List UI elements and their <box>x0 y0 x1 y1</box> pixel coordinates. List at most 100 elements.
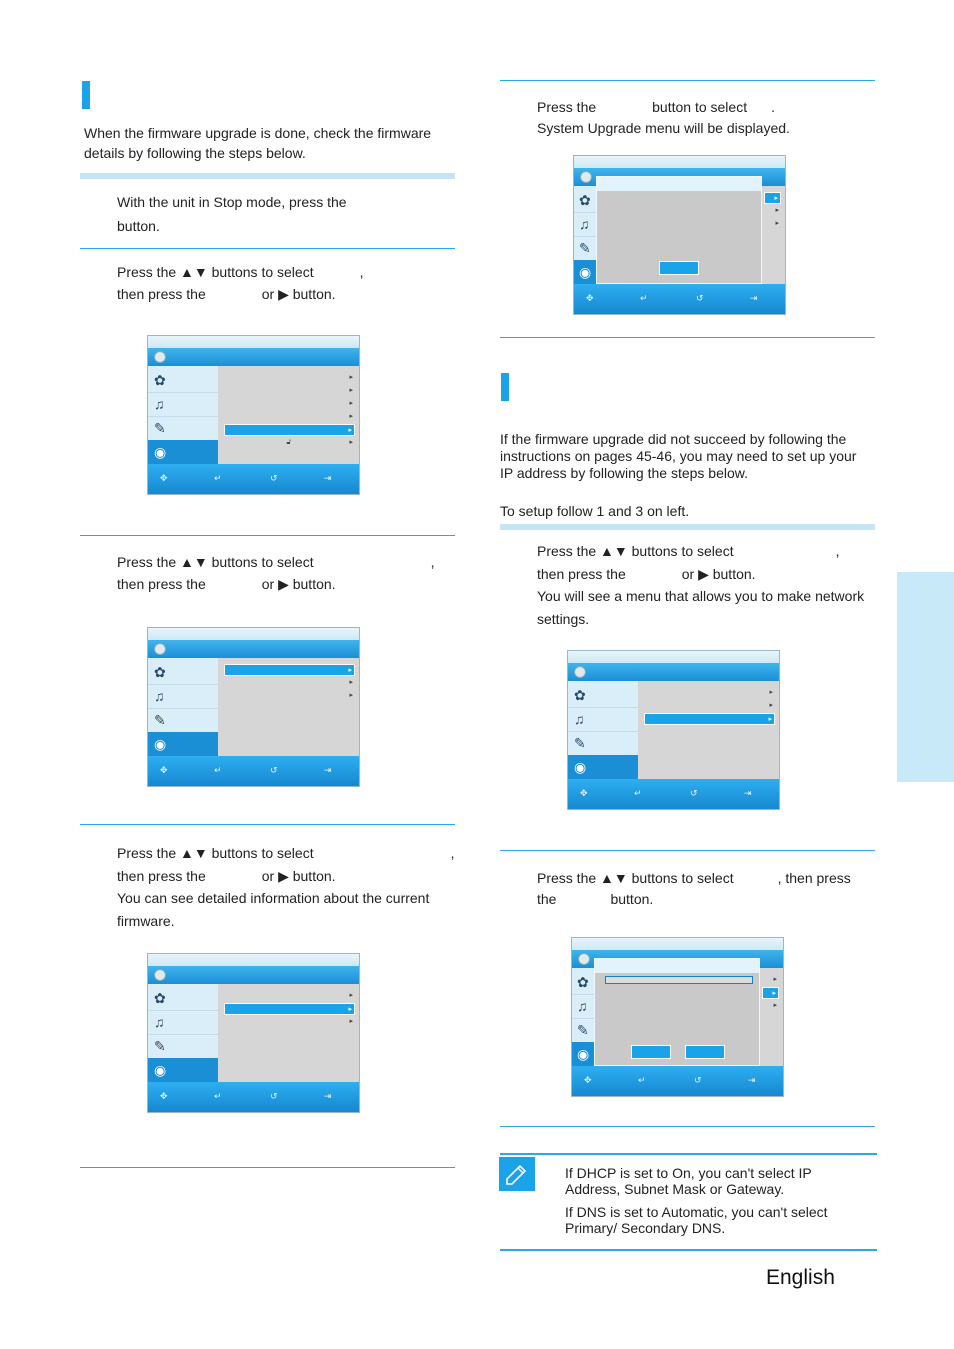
step-b-text-c: the <box>537 891 557 907</box>
note-line-4: Primary/ Secondary DNS. <box>565 1220 726 1236</box>
menu-screenshot-upgrade: ✿ ♫ ✎ ◉ ▸ ▸ ▸ ✥ ↵ ↺ ⇥ <box>573 155 786 315</box>
step-b-text-a: Press the ▲▼ buttons to select <box>537 870 734 886</box>
menu-screenshot-network: ✿ ♫ ✎ ◉ ▸ ▸ ▸ ✥ ↵ ↺ ⇥ <box>567 650 780 810</box>
photo-icon: ✎ <box>154 1038 166 1054</box>
step-4-line-3: You can see detailed information about t… <box>117 890 430 906</box>
film-icon: ✿ <box>154 372 166 388</box>
step-3: Press the ▲▼ buttons to select, then pre… <box>117 551 457 595</box>
photo-icon: ✎ <box>574 735 586 751</box>
return-icon: ↺ <box>694 1075 702 1085</box>
step-4: Press the ▲▼ buttons to select, then pre… <box>117 842 457 932</box>
step-3-text-b: , <box>430 554 435 570</box>
photo-icon: ✎ <box>577 1022 589 1038</box>
step-4-text-d: or ▶ button. <box>261 867 336 884</box>
step-a-text-a: Press the ▲▼ buttons to select <box>537 543 734 559</box>
step-b-text-d: button. <box>610 891 654 907</box>
step-a-text-b: , <box>835 543 840 559</box>
music-note-icon: ♫ <box>574 711 585 727</box>
step-2-text-b: , <box>359 264 364 280</box>
setup-disc-icon: ◉ <box>154 444 167 460</box>
return-icon: ↺ <box>690 788 698 798</box>
step-2-text-d: or ▶ button. <box>261 286 336 302</box>
disc-icon <box>574 666 586 678</box>
intro-right-line-2: instructions on pages 45-46, you may nee… <box>500 448 857 464</box>
exit-icon: ⇥ <box>324 765 332 775</box>
film-icon: ✿ <box>154 664 166 680</box>
intro-line-2: details by following the steps below. <box>84 145 306 161</box>
divider <box>500 850 875 851</box>
enter-icon: ↵ <box>638 1075 646 1085</box>
film-icon: ✿ <box>577 974 589 990</box>
move-icon: ✥ <box>160 1091 168 1101</box>
note-line-1: If DHCP is set to On, you can't select I… <box>565 1165 812 1181</box>
divider <box>80 248 455 249</box>
intro-right-line-3: IP address by following the steps below. <box>500 465 749 481</box>
note-line-2: Address, Subnet Mask or Gateway. <box>565 1181 785 1197</box>
film-icon: ✿ <box>574 687 586 703</box>
music-note-icon: ♫ <box>579 216 590 232</box>
return-icon: ↺ <box>270 1091 278 1101</box>
step-b-text-b: , then press <box>777 870 851 886</box>
setup-disc-icon: ◉ <box>154 1062 167 1078</box>
step-4-line-4: firmware. <box>117 912 175 929</box>
step-a-line-3: You will see a menu that allows you to m… <box>537 588 865 604</box>
divider <box>80 173 455 179</box>
step-2: Press the ▲▼ buttons to select, then pre… <box>117 261 457 305</box>
step-a-text-d: or ▶ button. <box>681 565 756 582</box>
divider <box>80 535 455 536</box>
network-dialog <box>594 958 760 1066</box>
film-icon: ✿ <box>579 192 591 208</box>
divider <box>500 1126 875 1127</box>
dialog-button-ok[interactable] <box>631 1045 671 1059</box>
step-3-text-d: or ▶ button. <box>261 576 336 592</box>
film-icon: ✿ <box>154 990 166 1006</box>
step-top-text-c: . <box>771 99 775 115</box>
step-a-right: Press the ▲▼ buttons to select, then pre… <box>537 540 877 630</box>
exit-icon: ⇥ <box>324 473 332 483</box>
step-a-text-c: then press the <box>537 565 626 582</box>
step-top-line-2: System Upgrade menu will be displayed. <box>537 120 790 136</box>
move-icon: ✥ <box>160 765 168 775</box>
step-top-right: Press the button to select. System Upgrad… <box>537 97 877 139</box>
exit-icon: ⇥ <box>744 788 752 798</box>
pencil-note-icon <box>499 1157 535 1191</box>
exit-icon: ⇥ <box>324 1091 332 1101</box>
return-icon: ↺ <box>696 293 704 303</box>
lock-icon: 🔓︎ <box>286 439 291 446</box>
note-text: If DHCP is set to On, you can't select I… <box>565 1165 875 1236</box>
intro-right-line-1: If the firmware upgrade did not succeed … <box>500 431 847 447</box>
enter-icon: ↵ <box>214 473 222 483</box>
section-marker-right <box>501 373 509 401</box>
step-3-text-c: then press the <box>117 576 206 592</box>
divider <box>500 80 875 81</box>
step-3-text-a: Press the ▲▼ buttons to select <box>117 554 314 570</box>
side-tab <box>897 572 954 782</box>
dialog-button-cancel[interactable] <box>685 1045 725 1059</box>
music-note-icon: ♫ <box>154 688 165 704</box>
return-icon: ↺ <box>270 473 278 483</box>
disc-icon <box>154 969 166 981</box>
divider <box>500 337 875 338</box>
step-1-line-2: button. <box>117 218 160 234</box>
photo-icon: ✎ <box>579 240 591 256</box>
step-4-text-c: then press the <box>117 867 206 884</box>
enter-icon: ↵ <box>640 293 648 303</box>
music-note-icon: ♫ <box>154 1014 165 1030</box>
disc-icon <box>580 171 592 183</box>
divider <box>500 1249 877 1251</box>
step-1-line-1: With the unit in Stop mode, press the <box>117 194 347 210</box>
move-icon: ✥ <box>160 473 168 483</box>
note-line-3: If DNS is set to Automatic, you can't se… <box>565 1204 828 1220</box>
dialog-input[interactable] <box>605 976 753 984</box>
move-icon: ✥ <box>584 1075 592 1085</box>
step-top-text-a: Press the <box>537 99 597 115</box>
menu-screenshot-network-dialog: ✿ ♫ ✎ ◉ ▸ ▸ ▸ ✥ ↵ ↺ ⇥ <box>571 937 784 1097</box>
section-marker-left <box>82 81 90 109</box>
dialog-button[interactable] <box>659 261 699 275</box>
disc-icon <box>154 643 166 655</box>
step-2-text-c: then press the <box>117 286 206 302</box>
move-icon: ✥ <box>580 788 588 798</box>
menu-screenshot-setup: ✿ ♫ ✎ ◉ ▸ ▸ ▸ ▸ ▸ 🔓︎ ▸ ✥ ↵ ↺ ⇥ <box>147 335 360 495</box>
return-icon: ↺ <box>270 765 278 775</box>
step-2-text-a: Press the ▲▼ buttons to select <box>117 264 314 280</box>
